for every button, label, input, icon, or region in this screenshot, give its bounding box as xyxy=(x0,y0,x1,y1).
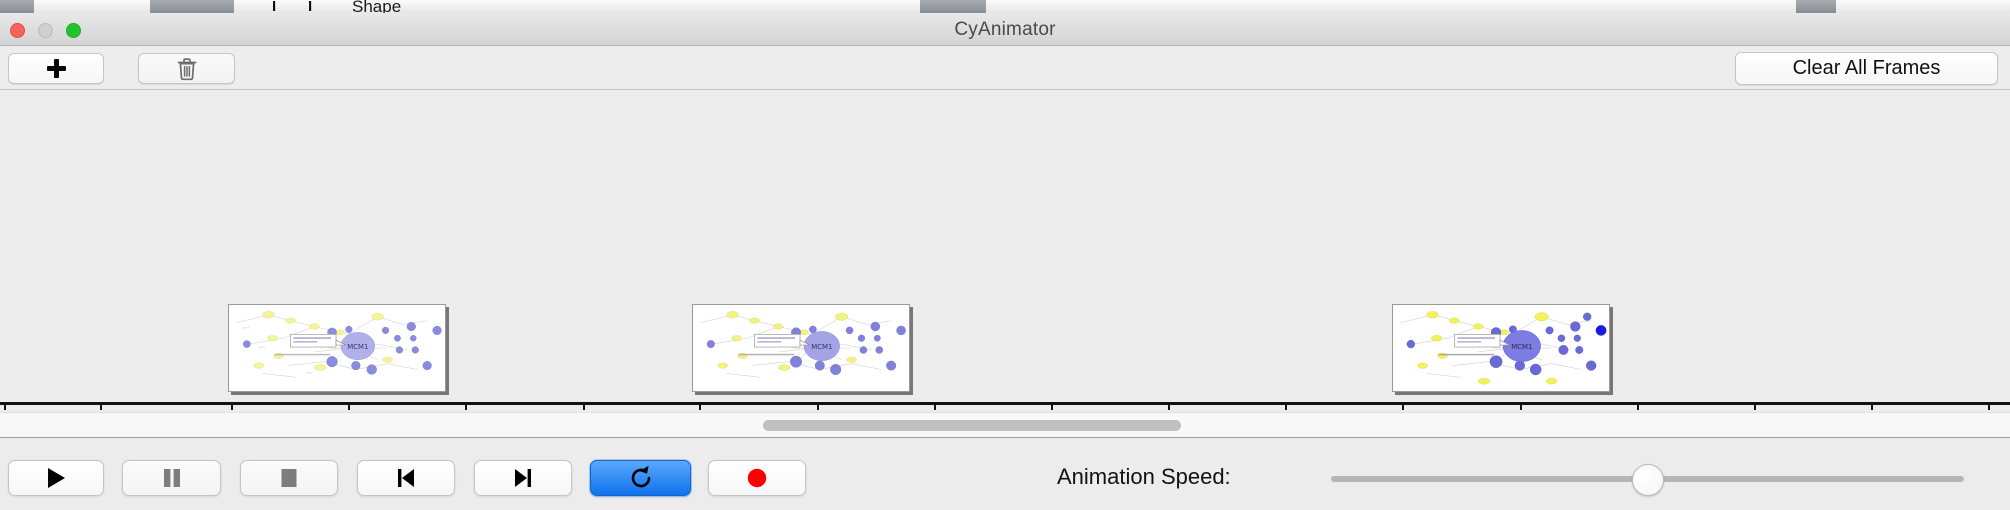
window-title: CyAnimator xyxy=(954,19,1056,40)
axis-tick-minor xyxy=(348,402,350,410)
skip-to-end-button[interactable] xyxy=(474,460,572,496)
maximize-window-button[interactable] xyxy=(66,23,81,38)
trash-icon xyxy=(177,57,196,80)
delete-frame-button[interactable] xyxy=(138,53,235,84)
pause-button[interactable] xyxy=(122,460,221,496)
svg-text:gene: gene xyxy=(306,371,313,374)
axis-tick-major xyxy=(231,402,233,410)
loop-button[interactable] xyxy=(590,460,691,496)
axis-tick-major xyxy=(1637,402,1639,410)
axis-tick-minor xyxy=(100,402,102,410)
axis-tick-major xyxy=(1871,402,1873,410)
animation-speed-slider-knob[interactable] xyxy=(1632,464,1664,496)
svg-text:gene: gene xyxy=(259,346,266,349)
axis-tick-minor xyxy=(1988,402,1990,410)
network-preview-2: MCM1 xyxy=(700,311,906,378)
background-window-label: Shape xyxy=(352,0,402,14)
close-window-button[interactable] xyxy=(10,23,25,38)
plus-icon xyxy=(46,59,66,78)
pause-icon xyxy=(163,469,180,487)
axis-tick-major xyxy=(934,402,936,410)
axis-tick-major xyxy=(1402,402,1404,410)
network-preview-1: MCM1 gene gene gene xyxy=(236,311,442,378)
axis-tick-minor xyxy=(1285,402,1287,410)
axis-tick-minor xyxy=(817,402,819,410)
title-bar: CyAnimator xyxy=(0,13,2010,46)
timeline-panel[interactable]: MCM1 gene gene gene xyxy=(0,90,2010,410)
background-window-strip: I I Shape xyxy=(0,0,2010,14)
record-button[interactable] xyxy=(708,460,806,496)
toolbar: Clear All Frames xyxy=(0,46,2010,90)
play-icon xyxy=(48,468,65,488)
record-icon xyxy=(747,468,767,488)
clear-all-frames-button[interactable]: Clear All Frames xyxy=(1735,52,1998,85)
svg-text:gene: gene xyxy=(243,326,250,329)
axis-tick-major xyxy=(4,402,6,410)
skip-to-start-button[interactable] xyxy=(357,460,455,496)
axis-tick-minor xyxy=(1051,402,1053,410)
stop-icon xyxy=(281,469,297,487)
svg-text:MCM1: MCM1 xyxy=(811,343,832,351)
network-preview-3: MCM1 xyxy=(1400,311,1607,385)
axis-tick-minor xyxy=(1754,402,1756,410)
axis-tick-major xyxy=(699,402,701,410)
timeline-horizontal-scrollbar[interactable] xyxy=(0,412,2010,438)
skip-forward-icon xyxy=(515,469,531,487)
animation-speed-slider[interactable] xyxy=(1331,464,1964,496)
play-button[interactable] xyxy=(8,460,104,496)
axis-tick-minor xyxy=(583,402,585,410)
stop-button[interactable] xyxy=(240,460,338,496)
loop-icon xyxy=(631,465,650,488)
skip-back-icon xyxy=(398,469,414,487)
axis-tick-major xyxy=(1168,402,1170,410)
axis-tick-major xyxy=(465,402,467,410)
minimize-window-button[interactable] xyxy=(38,23,53,38)
timeline-axis-line xyxy=(0,402,2010,405)
add-frame-button[interactable] xyxy=(8,53,104,84)
svg-text:MCM1: MCM1 xyxy=(347,343,368,351)
scrollbar-thumb[interactable] xyxy=(763,420,1181,431)
axis-tick-minor xyxy=(1520,402,1522,410)
svg-text:MCM1: MCM1 xyxy=(1511,343,1532,351)
animation-speed-label: Animation Speed: xyxy=(1057,464,1231,489)
clear-all-frames-label: Clear All Frames xyxy=(1792,57,1941,79)
